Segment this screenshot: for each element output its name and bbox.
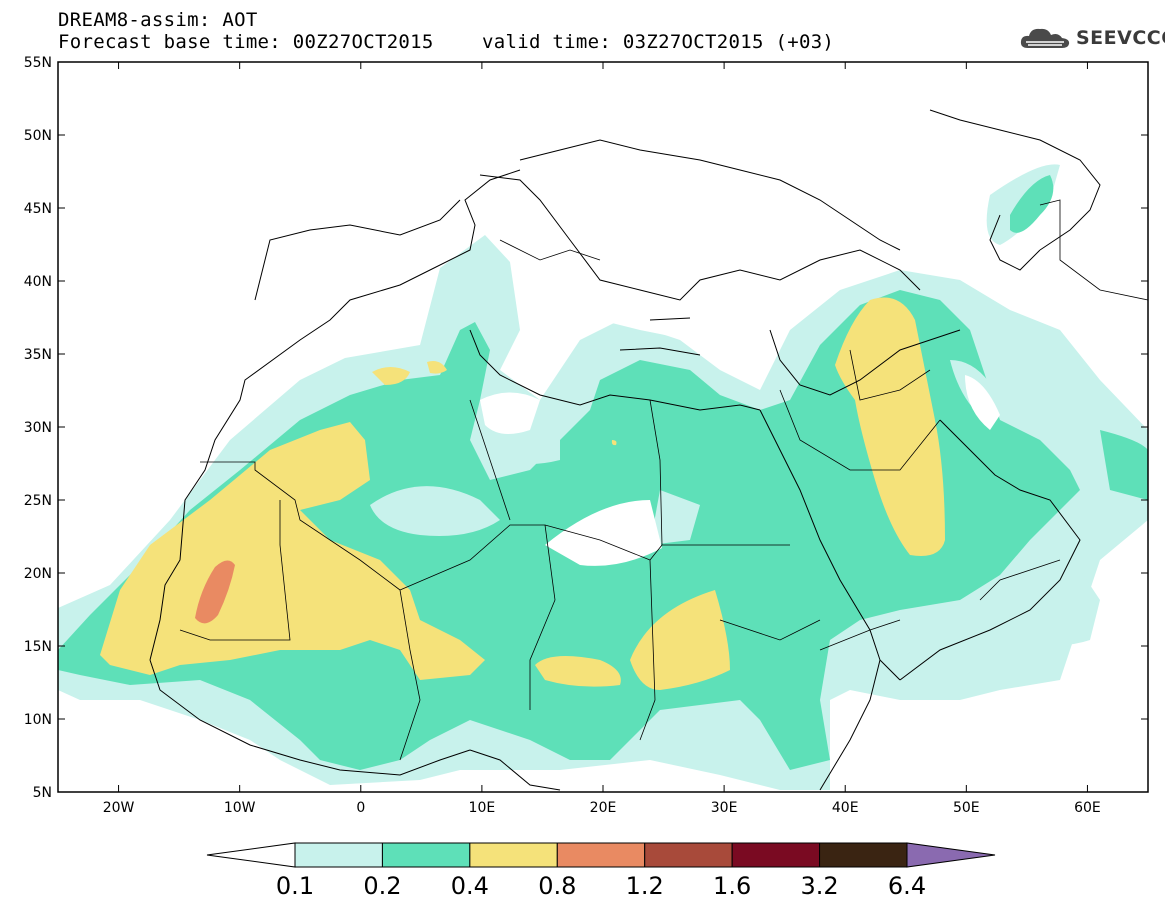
logo-text: SEEVCCC [1076,27,1165,49]
map-title: DREAM8-assim: AOT [58,9,258,31]
colorbar-level-label: 1.6 [713,872,752,900]
lat-tick-label: 55N [24,55,52,71]
lat-tick-label: 30N [24,420,52,436]
colorbar-level-label: 6.4 [887,872,927,900]
colorbar-level-label: 0.2 [363,872,402,900]
forecast-base-time: Forecast base time: 00Z27OCT2015 [58,31,434,53]
colorbar-swatch [381,842,471,868]
lon-tick-label: 20W [103,800,135,816]
colorbar-swatch [731,842,821,868]
lon-tick-label: 10W [224,800,256,816]
colorbar-level-label: 0.1 [275,872,315,900]
lon-axis: 20W 10W 0 10E 20E 30E 40E 50E 60E [103,62,1101,816]
lon-tick-label: 50E [953,800,980,816]
colorbar-swatch [556,842,646,868]
colorbar-level-label: 0.8 [538,872,577,900]
seevccc-logo: SEEVCCC [1018,22,1165,54]
aot-level-0.8 [195,560,235,624]
lat-tick-label: 25N [24,493,52,509]
lat-tick-label: 5N [33,785,52,801]
colorbar-level-label: 3.2 [800,872,839,900]
colorbar [206,842,996,868]
country-borders [179,199,1148,761]
colorbar-level-label: 1.2 [625,872,664,900]
valid-time: valid time: 03Z27OCT2015 (+03) [482,31,835,53]
aot-below-threshold [58,62,1148,566]
lat-tick-label: 15N [24,639,52,655]
lon-tick-label: 60E [1074,800,1101,816]
colorbar-over-arrow [906,842,996,868]
lon-tick-label: 0 [356,800,365,816]
lat-tick-label: 20N [24,566,52,582]
lon-tick-label: 40E [832,800,859,816]
colorbar-swatch [294,842,383,868]
colorbar-swatch [819,842,908,868]
lat-tick-label: 50N [24,128,52,144]
lat-tick-label: 35N [24,347,52,363]
coastlines [149,109,1101,791]
lat-tick-label: 10N [24,712,52,728]
lat-tick-label: 45N [24,201,52,217]
colorbar-level-label: 0.4 [450,872,489,900]
lat-axis: 55N 50N 45N 40N 35N 30N 25N 20N 15N 10N 5N [24,55,1148,801]
colorbar-under-arrow [206,842,296,868]
lon-tick-label: 20E [590,800,617,816]
lon-tick-label: 10E [469,800,496,816]
cloud-icon [1020,28,1070,48]
colorbar-swatch [644,842,733,868]
aot-field [58,62,1148,791]
lon-tick-label: 30E [711,800,738,816]
lat-tick-label: 40N [24,274,52,290]
colorbar-swatch [469,842,558,868]
